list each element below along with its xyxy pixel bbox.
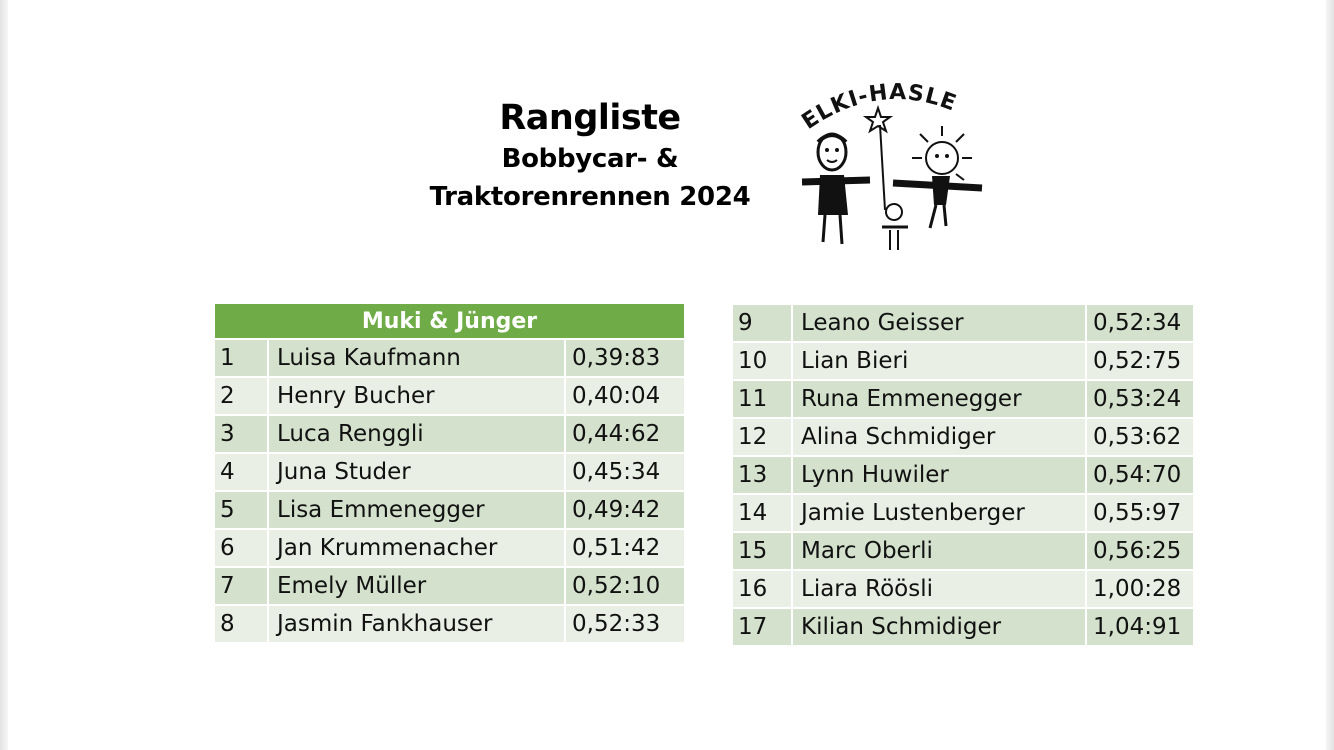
table-row: 14 Jamie Lustenberger 0,55:97 [733, 495, 1193, 531]
ranking-table-right: 9 Leano Geisser 0,52:34 10 Lian Bieri 0,… [731, 303, 1195, 647]
table-row: 13 Lynn Huwiler 0,54:70 [733, 457, 1193, 493]
time-cell: 0,54:70 [1087, 457, 1193, 493]
name-cell: Jamie Lustenberger [793, 495, 1085, 531]
name-cell: Runa Emmenegger [793, 381, 1085, 417]
name-cell: Lisa Emmenegger [269, 492, 564, 528]
page-title: Rangliste [499, 98, 681, 138]
time-cell: 0,52:75 [1087, 343, 1193, 379]
rank-cell: 6 [215, 530, 267, 566]
time-cell: 0,44:62 [566, 416, 684, 452]
table-row: 3 Luca Renggli 0,44:62 [215, 416, 684, 452]
children-drawing-logo-icon: ELKI-HASLE [798, 80, 983, 250]
table-row: 16 Liara Röösli 1,00:28 [733, 571, 1193, 607]
rank-cell: 17 [733, 609, 791, 645]
subtitle-line-2: Traktorenrennen 2024 [429, 182, 751, 212]
title-block: Rangliste Bobbycar- & Traktorenrennen 20… [410, 96, 770, 216]
page-edge-right [1326, 0, 1334, 750]
table-row: 6 Jan Krummenacher 0,51:42 [215, 530, 684, 566]
name-cell: Leano Geisser [793, 305, 1085, 341]
time-cell: 0,56:25 [1087, 533, 1193, 569]
table-row: 9 Leano Geisser 0,52:34 [733, 305, 1193, 341]
name-cell: Marc Oberli [793, 533, 1085, 569]
time-cell: 0,52:34 [1087, 305, 1193, 341]
time-cell: 0,45:34 [566, 454, 684, 490]
rank-cell: 10 [733, 343, 791, 379]
name-cell: Emely Müller [269, 568, 564, 604]
table-row: 5 Lisa Emmenegger 0,49:42 [215, 492, 684, 528]
time-cell: 0,52:10 [566, 568, 684, 604]
name-cell: Alina Schmidiger [793, 419, 1085, 455]
name-cell: Jasmin Fankhauser [269, 606, 564, 642]
time-cell: 0,53:62 [1087, 419, 1193, 455]
name-cell: Juna Studer [269, 454, 564, 490]
table-row: 8 Jasmin Fankhauser 0,52:33 [215, 606, 684, 642]
rank-cell: 11 [733, 381, 791, 417]
rank-cell: 7 [215, 568, 267, 604]
name-cell: Jan Krummenacher [269, 530, 564, 566]
table-row: 2 Henry Bucher 0,40:04 [215, 378, 684, 414]
rank-cell: 9 [733, 305, 791, 341]
rank-cell: 15 [733, 533, 791, 569]
table-row: 7 Emely Müller 0,52:10 [215, 568, 684, 604]
rank-cell: 5 [215, 492, 267, 528]
table-row: 1 Luisa Kaufmann 0,39:83 [215, 340, 684, 376]
table-row: 11 Runa Emmenegger 0,53:24 [733, 381, 1193, 417]
time-cell: 1,00:28 [1087, 571, 1193, 607]
name-cell: Liara Röösli [793, 571, 1085, 607]
category-header: Muki & Jünger [215, 304, 684, 338]
table-row: 10 Lian Bieri 0,52:75 [733, 343, 1193, 379]
rank-cell: 3 [215, 416, 267, 452]
time-cell: 0,40:04 [566, 378, 684, 414]
page-edge-left [0, 0, 8, 750]
name-cell: Luca Renggli [269, 416, 564, 452]
name-cell: Lian Bieri [793, 343, 1085, 379]
rank-cell: 16 [733, 571, 791, 607]
rank-cell: 12 [733, 419, 791, 455]
name-cell: Lynn Huwiler [793, 457, 1085, 493]
rank-cell: 14 [733, 495, 791, 531]
rank-cell: 1 [215, 340, 267, 376]
subtitle-line-1: Bobbycar- & [501, 144, 679, 174]
table-row: 15 Marc Oberli 0,56:25 [733, 533, 1193, 569]
table-row: 4 Juna Studer 0,45:34 [215, 454, 684, 490]
name-cell: Kilian Schmidiger [793, 609, 1085, 645]
ranking-table-left: Muki & Jünger 1 Luisa Kaufmann 0,39:83 2… [213, 302, 686, 644]
name-cell: Henry Bucher [269, 378, 564, 414]
table-row: 17 Kilian Schmidiger 1,04:91 [733, 609, 1193, 645]
rank-cell: 13 [733, 457, 791, 493]
time-cell: 0,39:83 [566, 340, 684, 376]
time-cell: 0,53:24 [1087, 381, 1193, 417]
time-cell: 0,51:42 [566, 530, 684, 566]
time-cell: 0,49:42 [566, 492, 684, 528]
time-cell: 1,04:91 [1087, 609, 1193, 645]
rank-cell: 8 [215, 606, 267, 642]
table-row: 12 Alina Schmidiger 0,53:62 [733, 419, 1193, 455]
elki-hasle-logo: ELKI-HASLE [790, 80, 990, 260]
time-cell: 0,52:33 [566, 606, 684, 642]
time-cell: 0,55:97 [1087, 495, 1193, 531]
name-cell: Luisa Kaufmann [269, 340, 564, 376]
rank-cell: 2 [215, 378, 267, 414]
rank-cell: 4 [215, 454, 267, 490]
